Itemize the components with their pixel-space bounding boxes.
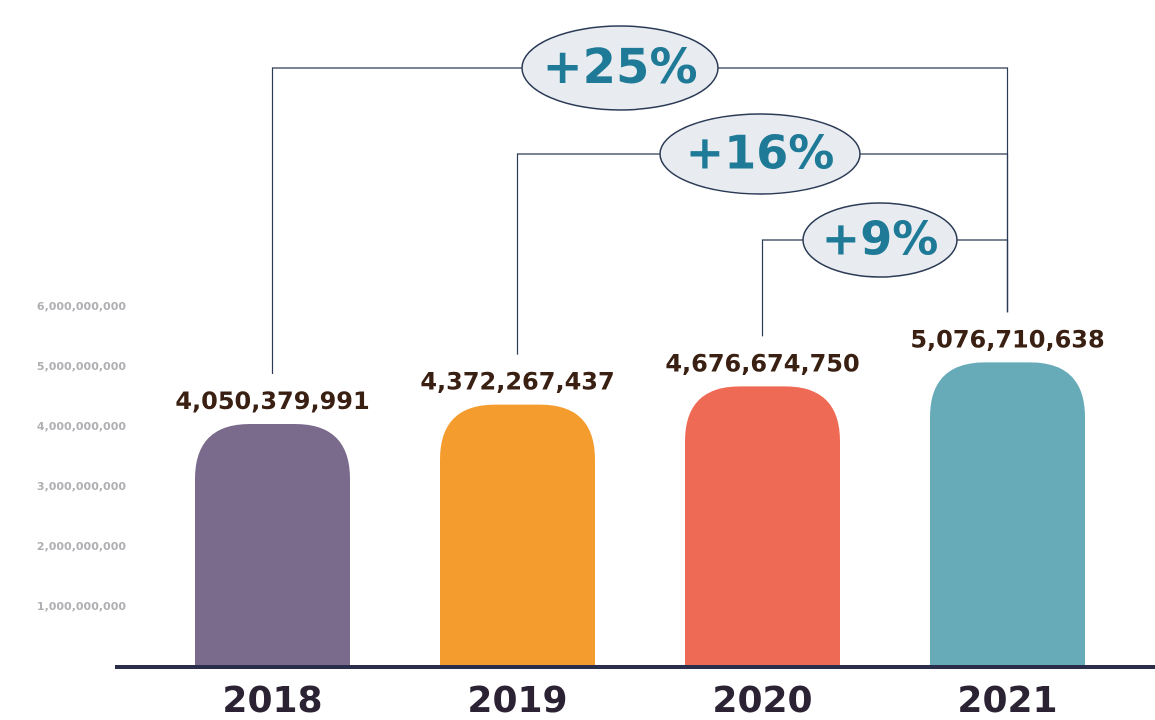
value-label: 4,050,379,991 [175,387,369,415]
value-label: 5,076,710,638 [910,325,1104,353]
value-label: 4,372,267,437 [420,368,614,396]
annotation: +9% [822,212,939,266]
y-tick-label: 6,000,000,000 [37,300,126,313]
y-tick-label: 3,000,000,000 [37,480,126,493]
y-tick-label: 5,000,000,000 [37,360,126,373]
y-tick-label: 4,000,000,000 [37,420,126,433]
bar [440,405,595,667]
x-tick-label: 2020 [712,680,812,720]
value-label: 4,676,674,750 [665,349,859,377]
annotation: +25% [542,39,697,95]
x-tick-label: 2018 [222,680,322,720]
bar [685,386,840,667]
chart: 1,000,000,000 2,000,000,000 3,000,000,000 4… [0,0,1155,720]
y-tick-label: 2,000,000,000 [37,540,126,553]
y-tick-label: 1,000,000,000 [37,600,126,613]
bar [930,362,1085,667]
x-tick-label: 2019 [467,680,567,720]
annotation: +16% [686,126,835,180]
x-tick-label: 2021 [957,680,1057,720]
bar [195,424,350,667]
